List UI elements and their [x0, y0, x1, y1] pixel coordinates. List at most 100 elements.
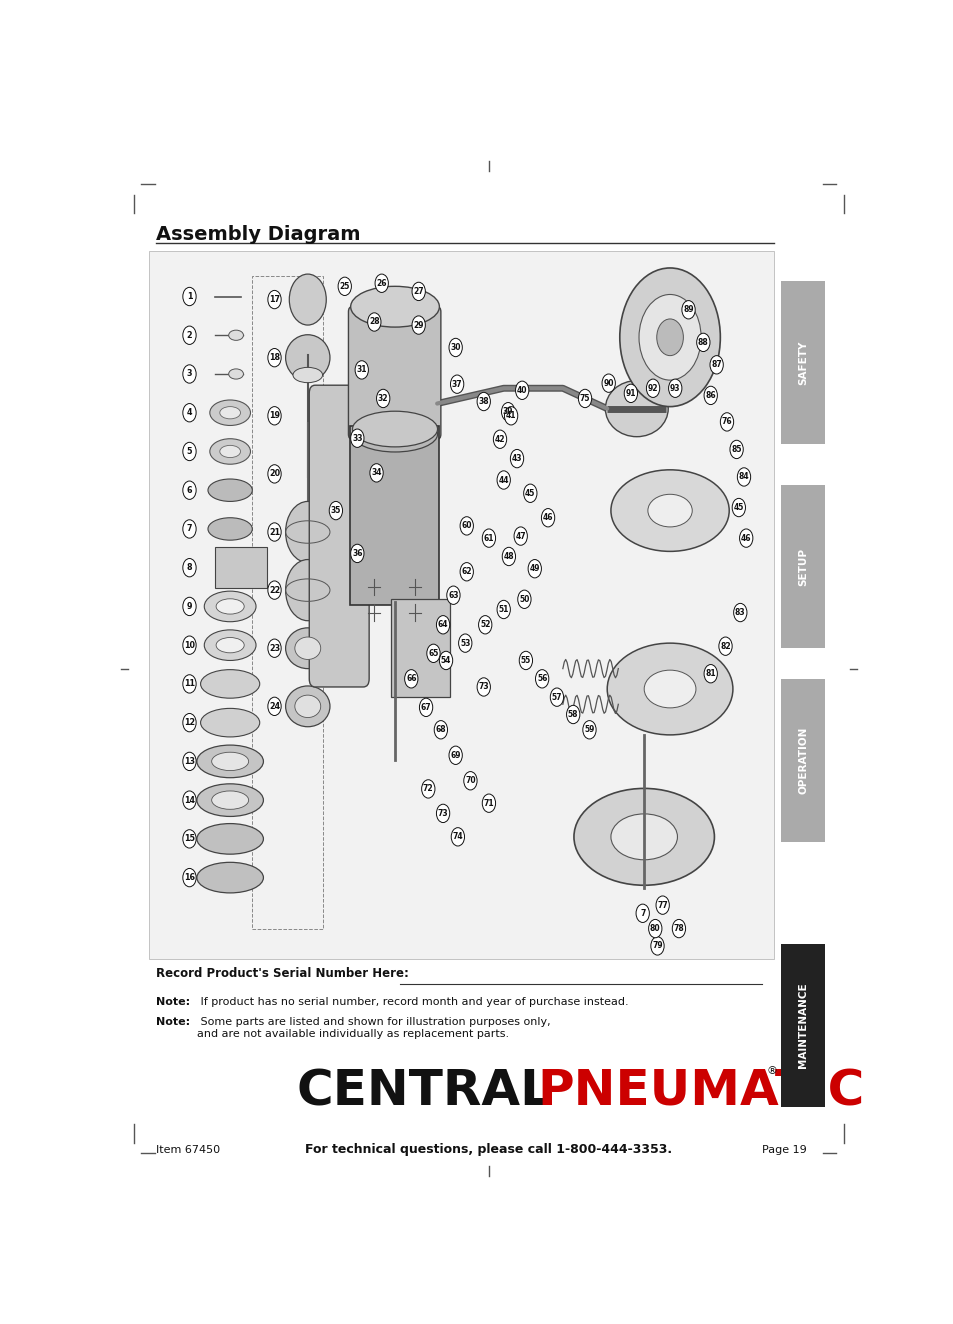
Text: 36: 36 [352, 549, 362, 557]
Circle shape [183, 714, 196, 732]
Circle shape [601, 373, 615, 392]
Text: 69: 69 [450, 751, 460, 760]
Text: 38: 38 [478, 397, 489, 406]
Text: 48: 48 [503, 552, 514, 561]
Circle shape [183, 752, 196, 771]
Circle shape [482, 794, 495, 813]
Ellipse shape [208, 518, 252, 540]
Ellipse shape [196, 745, 263, 777]
Circle shape [476, 678, 490, 696]
Text: MAINTENANCE: MAINTENANCE [798, 982, 807, 1068]
Text: 67: 67 [420, 703, 431, 712]
Bar [215, 547, 267, 588]
Ellipse shape [574, 788, 714, 886]
Text: 92: 92 [647, 384, 658, 393]
Text: 55: 55 [520, 655, 531, 665]
Text: 15: 15 [184, 834, 194, 843]
Text: 65: 65 [428, 649, 438, 658]
Circle shape [375, 274, 388, 293]
Text: 57: 57 [551, 692, 561, 702]
Ellipse shape [229, 330, 243, 340]
Text: 10: 10 [184, 641, 194, 650]
Circle shape [268, 290, 281, 308]
Text: 61: 61 [483, 534, 494, 543]
Text: 73: 73 [478, 682, 489, 691]
Circle shape [476, 392, 490, 410]
Text: 86: 86 [704, 391, 716, 400]
Text: 6: 6 [187, 486, 193, 495]
Text: 44: 44 [497, 475, 509, 485]
Text: 21: 21 [269, 527, 280, 536]
Circle shape [731, 498, 744, 516]
Text: Assembly Diagram: Assembly Diagram [156, 225, 360, 244]
Circle shape [183, 869, 196, 887]
Circle shape [497, 471, 510, 489]
Text: 80: 80 [649, 924, 659, 933]
Text: Some parts are listed and shown for illustration purposes only,
and are not avai: Some parts are listed and shown for illu… [196, 1017, 550, 1039]
Ellipse shape [285, 335, 330, 380]
Text: 90: 90 [603, 379, 614, 388]
Circle shape [566, 706, 579, 724]
Circle shape [703, 387, 717, 405]
Text: 42: 42 [495, 434, 505, 444]
Text: 7: 7 [639, 908, 645, 918]
Circle shape [376, 389, 390, 408]
Text: 71: 71 [483, 798, 494, 808]
Circle shape [329, 502, 342, 520]
Circle shape [656, 319, 682, 356]
Text: 45: 45 [524, 489, 535, 498]
Circle shape [493, 430, 506, 449]
Circle shape [285, 502, 330, 563]
Text: 66: 66 [406, 674, 416, 683]
Ellipse shape [200, 708, 259, 737]
Circle shape [183, 597, 196, 616]
Circle shape [268, 639, 281, 658]
Circle shape [501, 547, 515, 565]
Text: ®: ® [765, 1066, 777, 1076]
Text: 81: 81 [704, 669, 716, 678]
Ellipse shape [200, 670, 259, 698]
Circle shape [459, 563, 473, 581]
Circle shape [510, 449, 523, 467]
Circle shape [183, 636, 196, 654]
Ellipse shape [293, 367, 322, 383]
Circle shape [482, 530, 495, 547]
Circle shape [412, 316, 425, 334]
Text: 32: 32 [377, 395, 388, 402]
Ellipse shape [219, 445, 240, 458]
Text: 13: 13 [184, 757, 194, 765]
Ellipse shape [210, 400, 251, 425]
Ellipse shape [647, 494, 692, 527]
Text: 41: 41 [505, 412, 516, 420]
Ellipse shape [353, 412, 437, 448]
Text: 56: 56 [537, 674, 547, 683]
Text: Record Product's Serial Number Here:: Record Product's Serial Number Here: [156, 967, 409, 980]
Text: 4: 4 [187, 408, 193, 417]
Circle shape [737, 467, 750, 486]
Text: 85: 85 [731, 445, 741, 454]
Circle shape [268, 523, 281, 542]
Text: 74: 74 [452, 833, 463, 841]
Circle shape [478, 616, 492, 634]
Ellipse shape [196, 784, 263, 817]
Text: 24: 24 [269, 702, 280, 711]
FancyBboxPatch shape [781, 944, 824, 1107]
Circle shape [412, 282, 425, 301]
Circle shape [656, 896, 669, 915]
Text: SETUP: SETUP [798, 548, 807, 585]
Text: 26: 26 [376, 279, 387, 287]
Text: PNEUMATIC: PNEUMATIC [537, 1067, 863, 1116]
Text: 52: 52 [479, 620, 490, 629]
Circle shape [703, 665, 717, 683]
Circle shape [183, 675, 196, 692]
Circle shape [501, 402, 515, 421]
Text: 33: 33 [352, 434, 362, 442]
Circle shape [720, 413, 733, 432]
FancyBboxPatch shape [390, 600, 450, 698]
Text: 49: 49 [529, 564, 539, 573]
Text: 73: 73 [437, 809, 448, 818]
FancyBboxPatch shape [781, 281, 824, 445]
Text: For technical questions, please call 1-800-444-3353.: For technical questions, please call 1-8… [305, 1144, 672, 1156]
Ellipse shape [294, 695, 320, 718]
Ellipse shape [610, 814, 677, 859]
